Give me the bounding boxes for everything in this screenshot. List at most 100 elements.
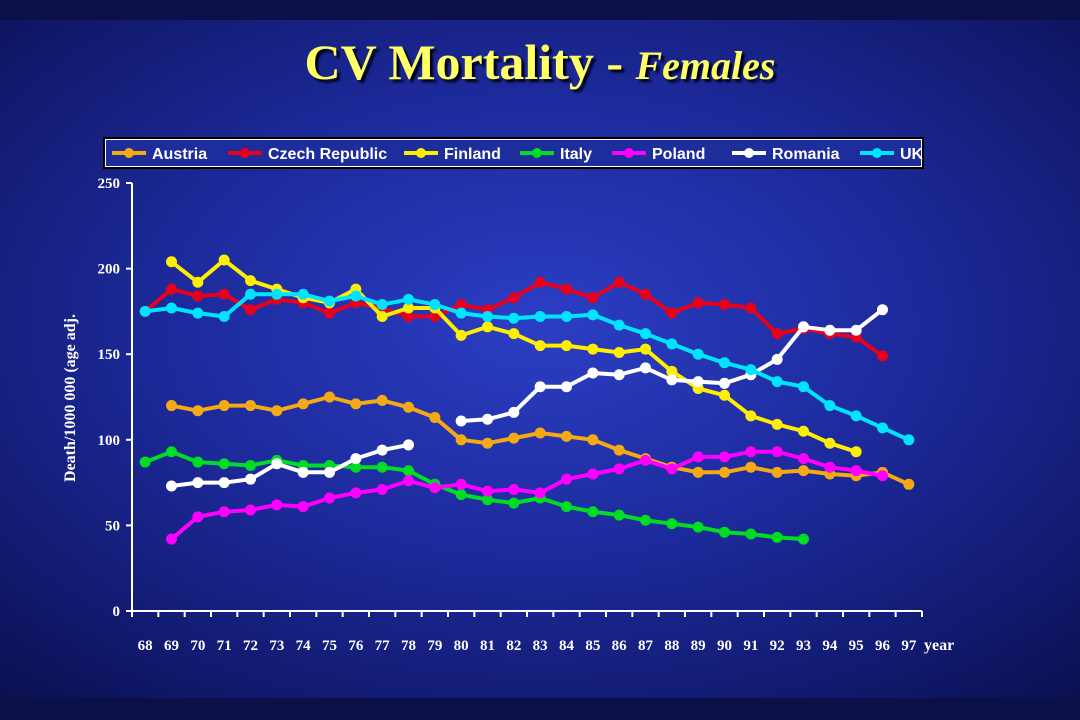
data-point-romania [324, 466, 335, 478]
data-point-austria [587, 434, 599, 446]
y-axis-label: Death/1000 000 (age adj. [62, 314, 79, 482]
data-point-poland [666, 463, 678, 475]
x-axis-label: year [924, 637, 954, 654]
y-tick-label: 150 [98, 347, 121, 363]
data-point-poland [429, 482, 441, 494]
y-tick-label: 50 [105, 518, 120, 534]
data-point-uk [877, 422, 888, 434]
data-point-uk [350, 290, 362, 302]
legend-marker [624, 148, 634, 158]
legend-item-romania: Romania [732, 146, 840, 163]
data-point-uk [271, 288, 283, 300]
data-point-poland [692, 451, 704, 463]
data-point-finland [482, 321, 493, 333]
legend-label: Italy [560, 146, 592, 163]
data-point-romania [192, 477, 204, 489]
data-point-italy [482, 494, 493, 506]
x-tick-label: 93 [796, 638, 811, 654]
data-point-finland [640, 343, 651, 355]
data-point-poland [850, 465, 862, 477]
data-point-romania [218, 477, 230, 489]
data-point-finland [192, 276, 204, 288]
x-tick-label: 71 [217, 638, 232, 654]
data-point-uk [324, 295, 335, 307]
x-tick-label: 84 [559, 638, 575, 654]
data-point-italy [640, 514, 651, 526]
data-point-poland [166, 533, 177, 545]
x-tick-label: 77 [375, 638, 391, 654]
x-tick-label: 86 [612, 638, 628, 654]
data-point-czech-republic [745, 302, 757, 314]
legend-label: Czech Republic [268, 146, 387, 163]
data-point-poland [534, 487, 546, 499]
data-point-austria [218, 400, 230, 412]
x-tick-label: 82 [506, 638, 521, 654]
data-point-finland [587, 343, 599, 355]
data-point-romania [587, 367, 599, 379]
data-point-uk [824, 400, 836, 412]
data-point-uk [192, 307, 204, 319]
x-tick-label: 75 [322, 638, 337, 654]
data-point-italy [745, 528, 757, 540]
data-point-poland [587, 468, 599, 480]
data-point-italy [139, 456, 151, 468]
data-point-finland [166, 256, 177, 268]
data-point-finland [534, 340, 546, 352]
data-point-italy [455, 489, 467, 501]
data-point-finland [824, 437, 836, 449]
data-point-austria [903, 478, 915, 490]
series-line-romania [171, 442, 409, 488]
data-point-poland [508, 483, 520, 495]
data-point-uk [534, 311, 546, 323]
data-point-czech-republic [692, 297, 704, 309]
data-point-czech-republic [534, 276, 546, 288]
legend-label: Austria [152, 146, 207, 163]
data-point-czech-republic [455, 299, 467, 311]
data-point-uk [166, 302, 177, 314]
data-point-poland [640, 454, 651, 466]
data-point-austria [429, 412, 441, 424]
x-tick-label: 81 [480, 638, 495, 654]
data-point-uk [903, 434, 915, 446]
data-point-poland [192, 511, 204, 523]
data-point-italy [350, 461, 362, 473]
data-point-austria [798, 465, 809, 477]
data-point-romania [297, 466, 309, 478]
data-point-romania [850, 324, 862, 336]
x-tick-label: 72 [243, 638, 258, 654]
data-point-poland [403, 475, 414, 487]
title-separator: - [593, 34, 636, 90]
legend-item-uk: UK [860, 146, 924, 163]
data-point-uk [692, 348, 704, 360]
data-point-italy [719, 526, 730, 538]
data-point-romania [482, 413, 493, 425]
data-point-romania [403, 439, 414, 451]
data-point-uk [640, 328, 651, 340]
data-point-austria [192, 405, 204, 417]
data-point-poland [482, 485, 493, 497]
data-point-czech-republic [561, 283, 572, 295]
data-point-uk [850, 410, 862, 422]
data-point-uk [139, 305, 151, 317]
top-frame-band [0, 0, 1080, 20]
data-point-poland [271, 499, 283, 511]
x-tick-label: 92 [770, 638, 785, 654]
legend-marker [124, 148, 134, 158]
data-point-austria [166, 400, 177, 412]
data-point-romania [455, 415, 467, 427]
data-point-finland [613, 346, 625, 358]
series-line-poland [170, 449, 883, 541]
legend-label: Finland [444, 146, 501, 163]
x-tick-label: 85 [585, 638, 600, 654]
data-point-italy [613, 509, 625, 521]
data-point-romania [534, 381, 546, 393]
data-point-poland [245, 504, 256, 516]
data-point-finland [798, 425, 809, 437]
data-point-italy [376, 461, 388, 473]
data-point-poland [376, 483, 388, 495]
series-line-uk [144, 292, 910, 442]
data-point-poland [297, 501, 309, 513]
x-tick-label: 76 [348, 638, 364, 654]
y-tick-label: 250 [98, 176, 121, 192]
